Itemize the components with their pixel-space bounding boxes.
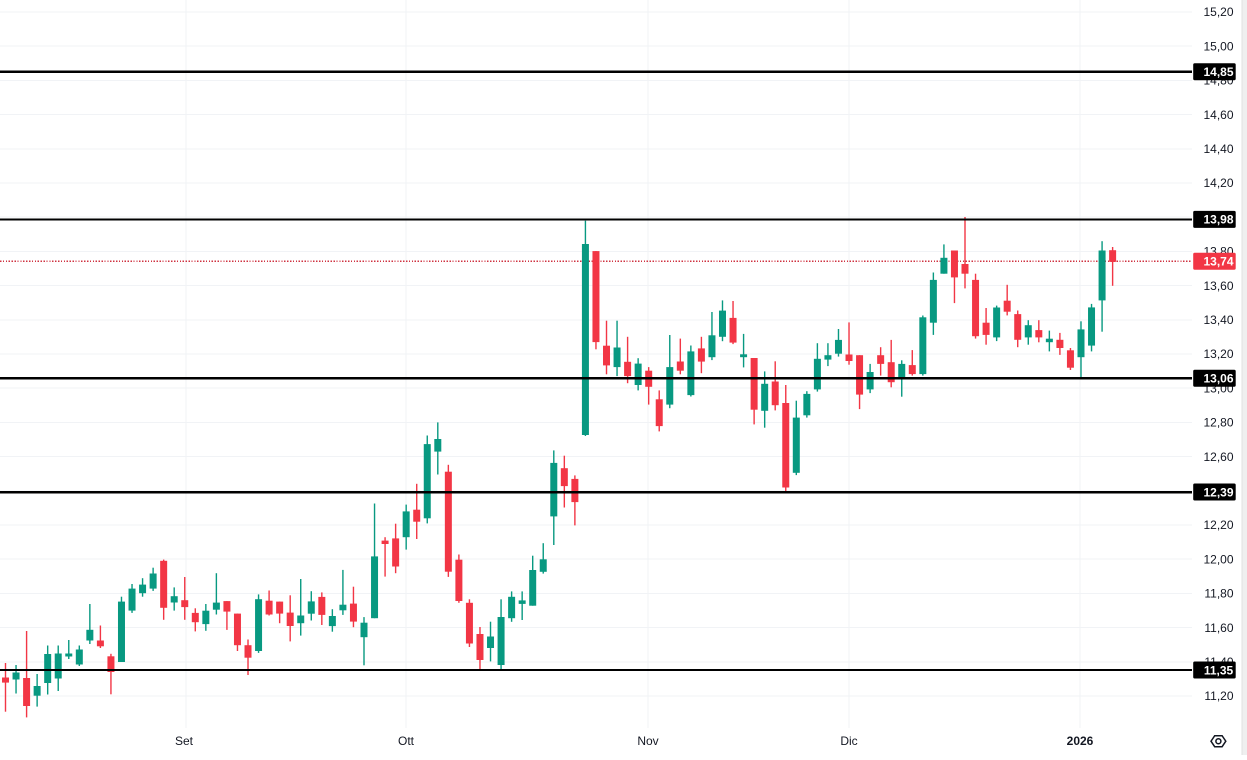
svg-text:13,74: 13,74 (1203, 255, 1233, 269)
svg-text:11,80: 11,80 (1204, 587, 1233, 601)
svg-text:13,40: 13,40 (1203, 313, 1233, 327)
svg-text:11,60: 11,60 (1204, 621, 1233, 635)
svg-text:2026: 2026 (1067, 734, 1094, 748)
svg-text:Ott: Ott (398, 734, 415, 748)
svg-text:15,20: 15,20 (1203, 5, 1233, 19)
svg-text:11,20: 11,20 (1204, 689, 1233, 703)
svg-text:12,20: 12,20 (1203, 518, 1233, 532)
svg-text:12,80: 12,80 (1203, 416, 1233, 430)
svg-text:13,20: 13,20 (1203, 347, 1233, 361)
svg-text:15,00: 15,00 (1203, 39, 1233, 53)
svg-text:11,35: 11,35 (1204, 663, 1234, 677)
svg-text:12,39: 12,39 (1203, 485, 1233, 499)
svg-text:Dic: Dic (840, 734, 857, 748)
svg-text:14,85: 14,85 (1203, 65, 1233, 79)
svg-text:14,40: 14,40 (1203, 142, 1233, 156)
svg-text:14,20: 14,20 (1203, 176, 1233, 190)
svg-text:13,06: 13,06 (1203, 372, 1233, 386)
svg-text:Set: Set (175, 734, 194, 748)
svg-text:14,60: 14,60 (1203, 108, 1233, 122)
svg-text:12,60: 12,60 (1203, 450, 1233, 464)
svg-text:13,98: 13,98 (1203, 213, 1233, 227)
svg-text:Nov: Nov (637, 734, 658, 748)
svg-text:13,60: 13,60 (1203, 279, 1233, 293)
svg-text:12,00: 12,00 (1203, 552, 1233, 566)
